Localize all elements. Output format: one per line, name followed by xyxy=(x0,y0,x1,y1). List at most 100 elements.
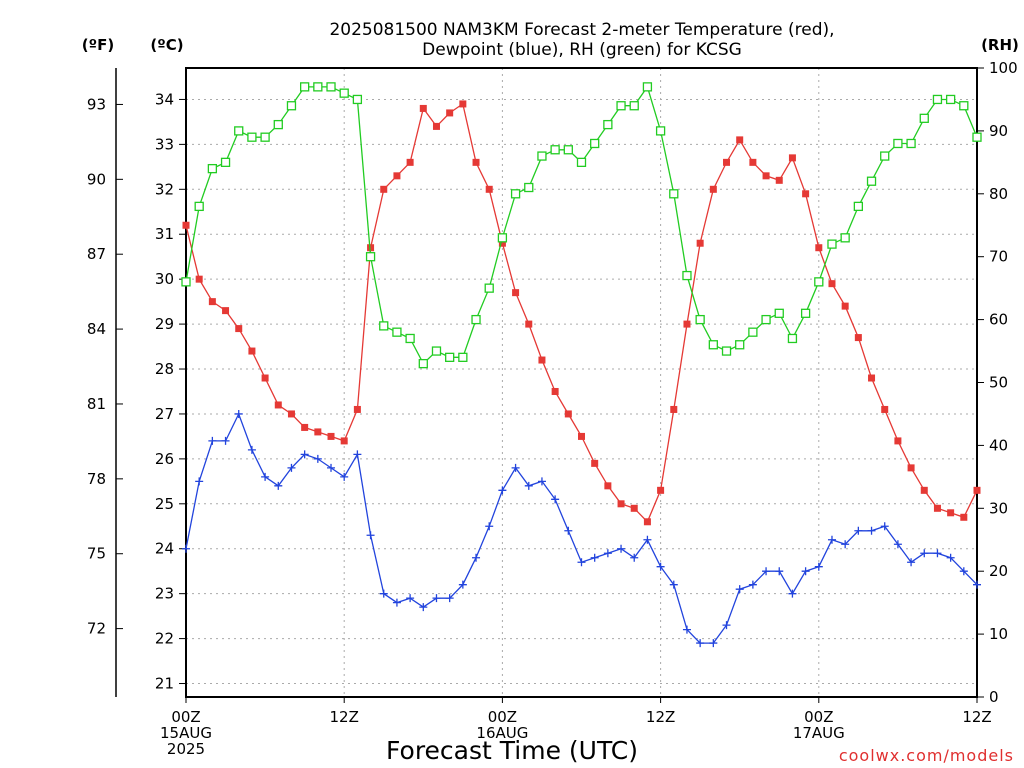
dewpoint-point xyxy=(959,567,968,576)
rh-point xyxy=(484,283,494,293)
rh-tick-label: 90 xyxy=(989,122,1008,140)
dewpoint-point xyxy=(195,477,204,486)
temperature-point xyxy=(261,374,269,382)
rh-point xyxy=(735,340,745,350)
rh-tick-label: 0 xyxy=(989,688,999,706)
temperature-point xyxy=(182,221,190,229)
dewpoint-point xyxy=(814,562,823,571)
temperature-point xyxy=(894,437,902,445)
dewpoint-point xyxy=(669,580,678,589)
dewpoint-point xyxy=(392,598,401,607)
rh-point xyxy=(471,314,481,325)
rh-point xyxy=(616,101,626,111)
rh-point xyxy=(774,308,784,318)
celsius-tick-label: 33 xyxy=(155,135,174,153)
celsius-tick-label: 28 xyxy=(155,360,174,378)
rh-point xyxy=(458,352,468,362)
rh-point xyxy=(286,101,297,111)
temperature-point xyxy=(393,172,401,180)
dewpoint-point xyxy=(788,589,797,598)
temperature-point xyxy=(802,190,810,198)
rh-tick-label: 50 xyxy=(989,374,1008,392)
celsius-tick-label: 21 xyxy=(155,675,174,693)
temperature-point xyxy=(208,298,216,306)
temperature-point xyxy=(920,486,928,494)
rh-point xyxy=(906,138,916,149)
rh-point xyxy=(629,101,639,111)
temperature-point xyxy=(287,410,295,418)
temperature-point xyxy=(723,158,731,166)
rh-point xyxy=(497,233,508,243)
x-tick-label: 12Z xyxy=(646,708,675,726)
celsius-tick-label: 27 xyxy=(155,405,174,423)
x-tick-label: 17AUG xyxy=(793,724,845,742)
temperature-point xyxy=(353,405,361,413)
temperature-point xyxy=(551,387,559,395)
celsius-tick-label: 31 xyxy=(155,225,174,243)
x-tick-label: 15AUG xyxy=(160,724,212,742)
rh-tick-label: 10 xyxy=(989,625,1008,643)
dewpoint-point xyxy=(841,540,850,549)
celsius-tick-label: 34 xyxy=(155,90,174,108)
temperature-point xyxy=(960,513,968,521)
dewpoint-point xyxy=(221,436,230,445)
rh-point xyxy=(273,119,283,130)
temperature-point xyxy=(591,459,599,467)
dewpoint-point xyxy=(419,603,428,612)
rh-point xyxy=(299,82,310,92)
dewpoint-point xyxy=(867,526,876,535)
temperature-point xyxy=(854,334,862,342)
celsius-tick-label: 25 xyxy=(155,495,174,513)
rh-point xyxy=(880,151,890,161)
rh-point xyxy=(866,176,877,186)
fahrenheit-tick-label: 72 xyxy=(87,620,106,638)
temperature-point xyxy=(578,432,585,440)
dewpoint-point xyxy=(472,553,481,562)
rh-point xyxy=(194,201,204,212)
x-tick-label: 00Z xyxy=(171,708,200,726)
temperature-point xyxy=(406,158,414,166)
temperature-point xyxy=(301,423,309,431)
celsius-tick-label: 24 xyxy=(155,540,174,558)
temperature-point xyxy=(868,374,876,382)
temperature-point xyxy=(314,428,322,436)
dewpoint-point xyxy=(445,594,454,603)
rh-point xyxy=(655,126,666,136)
temperature-point xyxy=(841,302,849,310)
dewpoint-point xyxy=(537,477,546,486)
celsius-tick-label: 23 xyxy=(155,585,174,603)
rh-unit-label: (RH) xyxy=(981,36,1019,54)
rh-tick-label: 70 xyxy=(989,248,1008,266)
dewpoint-point xyxy=(933,549,942,558)
x-tick-label: 12Z xyxy=(962,708,991,726)
temperature-point xyxy=(933,504,941,512)
rh-point xyxy=(721,346,732,356)
dewpoint-point xyxy=(234,409,243,418)
x-tick-label: 00Z xyxy=(488,708,517,726)
chart-title-line2: Dewpoint (blue), RH (green) for KCSG xyxy=(422,40,742,60)
dewpoint-point xyxy=(379,589,388,598)
dewpoint-point xyxy=(498,486,507,495)
rh-point xyxy=(392,327,402,337)
dewpoint-point xyxy=(801,567,810,576)
rh-point xyxy=(669,189,679,199)
dewpoint-point xyxy=(682,625,691,634)
dewpoint-point xyxy=(827,535,836,544)
rh-point xyxy=(431,346,442,356)
dewpoint-point xyxy=(603,549,612,558)
rh-point xyxy=(853,201,863,212)
temperature-point xyxy=(736,136,744,144)
temperature-point xyxy=(973,486,981,494)
temperature-point xyxy=(235,325,243,333)
rh-point xyxy=(959,101,969,111)
dewpoint-point xyxy=(366,531,375,540)
x-tick-label: 00Z xyxy=(804,708,833,726)
x-tick-label: 12Z xyxy=(330,708,359,726)
temperature-point xyxy=(419,104,427,112)
dewpoint-point xyxy=(208,436,217,445)
rh-point xyxy=(576,157,587,168)
celsius-tick-label: 30 xyxy=(155,270,174,288)
temperature-point xyxy=(248,347,256,355)
dewpoint-point xyxy=(458,580,467,589)
